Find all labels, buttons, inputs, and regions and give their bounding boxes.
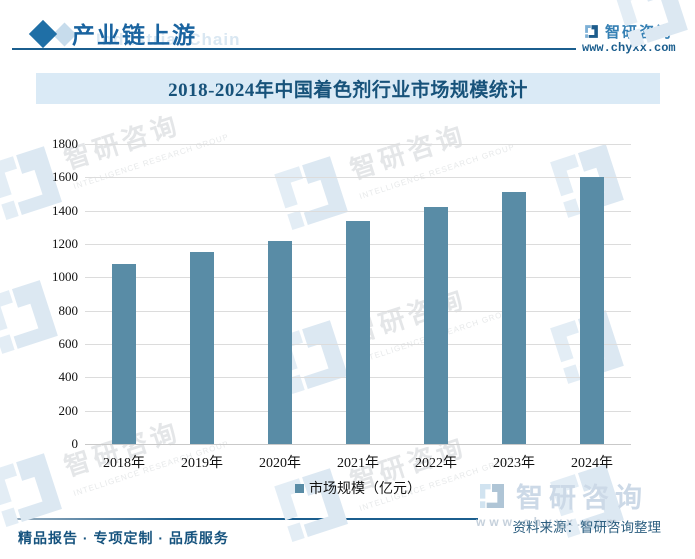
header-watermark-text: Industrial Chain (96, 30, 241, 49)
x-axis-label: 2019年 (181, 456, 223, 471)
x-axis-label: 2021年 (337, 456, 379, 471)
gridline (85, 144, 631, 145)
bar-2023年 (502, 192, 526, 444)
y-axis-label: 400 (58, 369, 79, 385)
data-source: 资料来源：智研咨询整理 (512, 520, 662, 535)
bar-2020年 (268, 240, 292, 444)
site-url: www.chyxx.com (582, 41, 676, 55)
y-axis-label: 1800 (52, 136, 78, 151)
bar-2022年 (424, 207, 448, 444)
x-axis-label: 2022年 (415, 456, 457, 471)
y-axis-label: 1600 (52, 169, 78, 185)
x-axis-label: 2023年 (493, 456, 535, 471)
y-axis-label: 1000 (52, 269, 78, 285)
brand-logo: 智研咨询 (583, 21, 673, 42)
brand-logo-icon (585, 25, 598, 38)
diamond-icon-dark (28, 19, 58, 49)
y-axis-label: 600 (58, 336, 79, 351)
bar-2019年 (190, 252, 214, 444)
gridline (85, 210, 631, 212)
chart-title: 2018-2024年中国着色剂行业市场规模统计 (168, 80, 528, 101)
watermark-logo-icon (0, 453, 62, 527)
header-divider (12, 48, 576, 50)
bar-2018年 (112, 264, 136, 444)
chart-legend: 市场规模（亿元） (85, 478, 631, 498)
x-axis-label: 2024年 (571, 456, 613, 471)
gridline (85, 177, 631, 179)
page-title: 产业链上游 (72, 23, 197, 48)
gridline (85, 444, 631, 445)
chart-title-banner: 2018-2024年中国着色剂行业市场规模统计 (36, 73, 660, 104)
legend-swatch (295, 483, 304, 493)
bar-chart-plot: 0 200 400 600 800 1000 1200 1400 1600 1800 2018年 20… (52, 136, 631, 471)
x-axis-label: 2020年 (259, 456, 301, 471)
y-axis-label: 1400 (52, 202, 78, 218)
brand-name: 智研咨询 (605, 24, 674, 41)
y-axis-label: 800 (58, 302, 79, 318)
legend-label: 市场规模（亿元） (309, 482, 421, 497)
y-axis-label: 1200 (52, 236, 78, 251)
footer-slogan: 精品报告 · 专项定制 · 品质服务 (18, 530, 229, 546)
bar-2024年 (580, 177, 604, 444)
bar-2021年 (346, 220, 370, 444)
footer-divider (17, 518, 478, 520)
y-axis-label: 200 (58, 402, 79, 418)
y-axis-label: 0 (71, 436, 79, 451)
x-axis-label: 2018年 (103, 456, 145, 471)
